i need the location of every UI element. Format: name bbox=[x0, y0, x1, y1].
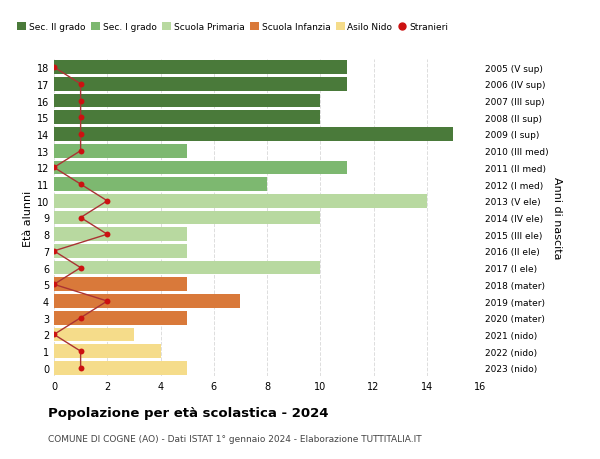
Bar bbox=[54, 311, 187, 325]
Point bbox=[76, 181, 85, 188]
Bar bbox=[54, 145, 187, 158]
Point bbox=[76, 348, 85, 355]
Bar bbox=[54, 328, 134, 341]
Point bbox=[49, 281, 59, 288]
Bar bbox=[54, 245, 187, 258]
Point bbox=[76, 114, 85, 122]
Point bbox=[76, 314, 85, 322]
Bar bbox=[54, 278, 187, 291]
Bar bbox=[54, 111, 320, 125]
Bar bbox=[54, 295, 241, 308]
Bar bbox=[54, 128, 454, 141]
Text: Popolazione per età scolastica - 2024: Popolazione per età scolastica - 2024 bbox=[48, 406, 329, 419]
Point bbox=[49, 64, 59, 72]
Point bbox=[49, 164, 59, 172]
Point bbox=[76, 364, 85, 372]
Point bbox=[103, 298, 112, 305]
Point bbox=[76, 98, 85, 105]
Point bbox=[49, 248, 59, 255]
Bar bbox=[54, 261, 320, 275]
Point bbox=[49, 331, 59, 338]
Bar bbox=[54, 95, 320, 108]
Point bbox=[76, 264, 85, 272]
Point bbox=[76, 214, 85, 222]
Bar bbox=[54, 78, 347, 91]
Bar bbox=[54, 178, 267, 191]
Text: COMUNE DI COGNE (AO) - Dati ISTAT 1° gennaio 2024 - Elaborazione TUTTITALIA.IT: COMUNE DI COGNE (AO) - Dati ISTAT 1° gen… bbox=[48, 434, 422, 443]
Point bbox=[76, 131, 85, 138]
Bar bbox=[54, 211, 320, 225]
Bar bbox=[54, 228, 187, 241]
Y-axis label: Anni di nascita: Anni di nascita bbox=[553, 177, 562, 259]
Bar bbox=[54, 345, 161, 358]
Bar bbox=[54, 361, 187, 375]
Bar bbox=[54, 195, 427, 208]
Point bbox=[103, 231, 112, 238]
Y-axis label: Età alunni: Età alunni bbox=[23, 190, 32, 246]
Point bbox=[76, 148, 85, 155]
Bar bbox=[54, 161, 347, 175]
Point bbox=[103, 198, 112, 205]
Point bbox=[76, 81, 85, 88]
Legend: Sec. II grado, Sec. I grado, Scuola Primaria, Scuola Infanzia, Asilo Nido, Stran: Sec. II grado, Sec. I grado, Scuola Prim… bbox=[17, 23, 449, 32]
Bar bbox=[54, 61, 347, 75]
